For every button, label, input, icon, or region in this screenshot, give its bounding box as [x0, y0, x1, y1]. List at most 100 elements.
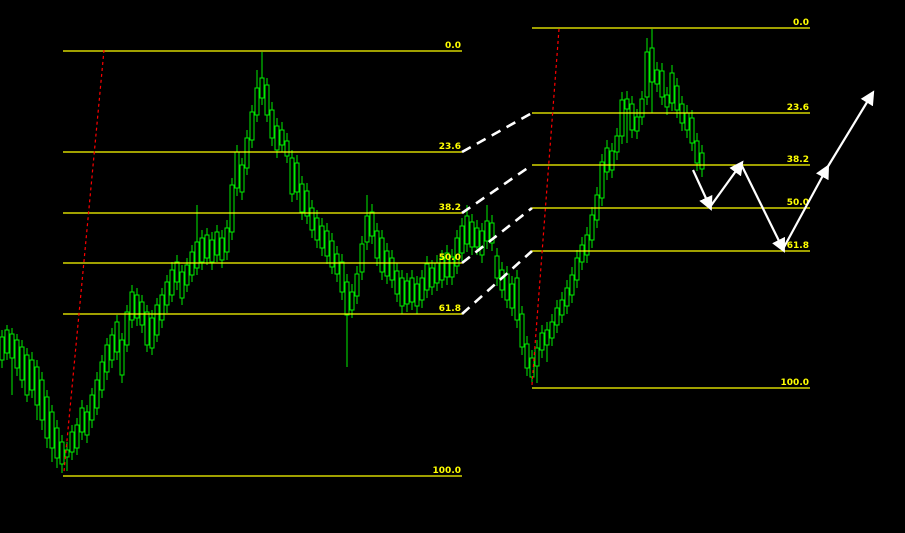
- candle-body: [579, 244, 585, 263]
- candle-body: [99, 361, 105, 391]
- candle-body: [584, 234, 590, 256]
- candle-body: [169, 269, 175, 296]
- candle-body: [174, 261, 180, 283]
- fibonacci-retracement-2-label-38.2: 38.2: [787, 155, 809, 165]
- candle-body: [444, 252, 450, 278]
- fibonacci-retracement-2-label-23.6: 23.6: [787, 103, 809, 113]
- candle-body: [344, 281, 350, 316]
- candle-body: [664, 94, 670, 108]
- trendline-dashed-red[interactable]: [63, 49, 105, 473]
- candle-body: [524, 343, 530, 369]
- candle-body: [194, 241, 200, 269]
- candle-body: [589, 214, 595, 241]
- candle-body: [354, 273, 360, 297]
- candle-body: [39, 379, 45, 421]
- fibonacci-retracement-1-label-100.0: 100.0: [433, 466, 461, 476]
- candle-body: [219, 237, 225, 261]
- candle-body: [514, 277, 520, 321]
- candle-body: [429, 267, 435, 288]
- candle-body: [264, 84, 270, 116]
- candle-body: [634, 116, 640, 132]
- candle-body: [69, 431, 75, 453]
- candle-body: [0, 336, 5, 361]
- candle-body: [424, 263, 430, 291]
- candle-body: [29, 359, 35, 391]
- candle-body: [104, 344, 110, 373]
- candle-body: [79, 407, 85, 433]
- candle-body: [439, 257, 445, 281]
- candle-body: [119, 339, 125, 376]
- projection-arrow-segment[interactable]: [782, 164, 830, 250]
- candle-body: [254, 87, 260, 116]
- candle-body: [359, 243, 365, 273]
- candle-body: [204, 234, 210, 259]
- candle-body: [324, 230, 330, 257]
- candle-body: [609, 150, 615, 171]
- candle-body: [9, 333, 15, 359]
- candle-body: [19, 346, 25, 381]
- candle-body: [154, 304, 160, 336]
- fib-level-connector-dashed[interactable]: [461, 163, 533, 215]
- candle-body: [54, 427, 60, 459]
- candle-body: [239, 164, 245, 193]
- candle-body: [284, 140, 290, 157]
- candle-body: [394, 270, 400, 295]
- projection-arrow-segment[interactable]: [826, 90, 875, 169]
- candle-body: [669, 72, 675, 104]
- candle-body: [379, 237, 385, 273]
- fib-level-connector-dashed[interactable]: [461, 111, 533, 154]
- candle-body: [529, 357, 535, 378]
- candle-body: [134, 294, 140, 319]
- candle-body: [144, 311, 150, 346]
- candle-body: [289, 157, 295, 195]
- fib-level-connector-dashed[interactable]: [461, 206, 533, 265]
- fibonacci-retracement-1-label-23.6: 23.6: [439, 142, 461, 152]
- fibonacci-retracement-1-label-38.2: 38.2: [439, 203, 461, 213]
- candle-body: [519, 313, 525, 348]
- projection-arrow-segment[interactable]: [709, 160, 744, 208]
- candle-body: [269, 109, 275, 139]
- candle-body: [249, 111, 255, 141]
- candle-body: [334, 253, 340, 275]
- candle-body: [539, 332, 545, 351]
- candle-body: [244, 137, 250, 169]
- candle-body: [629, 103, 635, 131]
- candle-body: [504, 273, 510, 301]
- candle-body: [299, 183, 305, 213]
- candle-body: [599, 161, 605, 199]
- candle-body: [279, 129, 285, 146]
- candle-body: [404, 280, 410, 305]
- fibonacci-retracement-1-label-50.0: 50.0: [439, 253, 461, 263]
- fibonacci-retracement-1[interactable]: 0.0 23.6 38.2 50.0 61.8 100.0: [63, 41, 462, 477]
- candle-body: [214, 231, 220, 256]
- candle-body: [434, 262, 440, 284]
- fibonacci-retracement-2-label-0.0: 0.0: [793, 18, 809, 28]
- candle-body: [329, 240, 335, 268]
- candle-body: [164, 281, 170, 306]
- candle-body: [369, 211, 375, 237]
- candle-body: [389, 257, 395, 281]
- candle-body: [34, 366, 40, 406]
- candle-body: [494, 255, 500, 279]
- candle-body: [549, 321, 555, 339]
- candle-body: [564, 287, 570, 307]
- candle-body: [364, 215, 370, 243]
- candle-body: [374, 230, 380, 259]
- projection-arrow-segment[interactable]: [692, 169, 713, 211]
- fibonacci-retracement-2-label-100.0: 100.0: [781, 378, 809, 388]
- candle-body: [234, 151, 240, 189]
- candle-body: [59, 441, 65, 465]
- fibonacci-retracement-2[interactable]: 0.0 23.6 38.2 50.0 61.8 100.0: [532, 18, 810, 389]
- candle-body: [184, 264, 190, 286]
- candle-body: [114, 321, 120, 353]
- candle-body: [399, 277, 405, 307]
- candle-body: [574, 257, 580, 281]
- candle-body: [614, 135, 620, 153]
- candle-body: [554, 307, 560, 326]
- candle-body: [304, 190, 310, 217]
- projection-arrow-segment[interactable]: [740, 163, 785, 253]
- candle-body: [199, 237, 205, 263]
- candle-body: [319, 225, 325, 249]
